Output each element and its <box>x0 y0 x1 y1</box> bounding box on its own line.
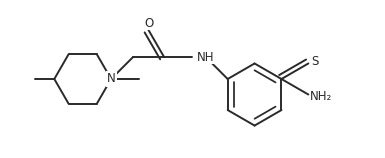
Text: S: S <box>311 55 319 68</box>
Text: O: O <box>144 17 153 30</box>
Text: N: N <box>107 73 116 85</box>
Text: NH: NH <box>197 51 214 64</box>
Text: NH₂: NH₂ <box>310 90 333 103</box>
